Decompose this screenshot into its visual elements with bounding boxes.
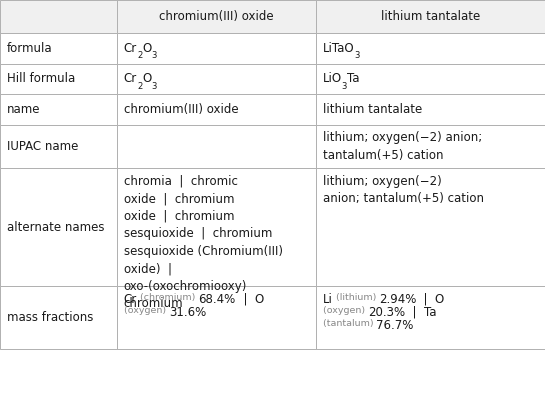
Bar [117,64,316,94]
Bar [316,286,545,349]
Text: 3: 3 [354,51,360,60]
Text: IUPAC name: IUPAC name [7,140,78,153]
Bar [117,94,316,125]
Bar [117,0,316,33]
Text: |  Ta: | Ta [405,306,437,319]
Text: |  O: | O [416,293,445,306]
Bar [0,33,117,64]
Text: O: O [142,72,152,86]
Bar [316,33,545,64]
Text: (oxygen): (oxygen) [124,306,169,315]
Text: (chromium): (chromium) [137,293,198,302]
Text: chromium(III) oxide: chromium(III) oxide [124,103,238,116]
Text: 2: 2 [137,82,142,91]
Bar [0,286,117,349]
Text: Cr: Cr [124,293,137,306]
Text: 3: 3 [152,51,157,60]
Bar [0,64,117,94]
Text: mass fractions: mass fractions [7,311,93,324]
Text: 68.4%: 68.4% [198,293,235,306]
Bar [117,168,316,286]
Text: formula: formula [7,42,52,55]
Text: 2: 2 [137,51,142,60]
Text: (lithium): (lithium) [332,293,379,302]
Text: Cr: Cr [124,72,137,86]
Bar [0,0,117,33]
Text: lithium tantalate: lithium tantalate [381,10,480,23]
Text: alternate names: alternate names [7,221,104,234]
Text: |  O: | O [235,293,264,306]
Text: 3: 3 [152,82,157,91]
Text: (tantalum): (tantalum) [323,319,376,328]
Text: (oxygen): (oxygen) [323,306,368,315]
Bar [0,168,117,286]
Text: Ta: Ta [347,72,360,86]
Text: LiO: LiO [323,72,342,86]
Bar [117,125,316,168]
Text: lithium; oxygen(−2)
anion; tantalum(+5) cation: lithium; oxygen(−2) anion; tantalum(+5) … [323,175,483,205]
Text: 31.6%: 31.6% [169,306,206,319]
Bar [316,94,545,125]
Text: chromia  |  chromic
oxide  |  chromium
oxide  |  chromium
sesquioxide  |  chromi: chromia | chromic oxide | chromium oxide… [124,175,283,310]
Text: lithium; oxygen(−2) anion;
tantalum(+5) cation: lithium; oxygen(−2) anion; tantalum(+5) … [323,131,482,162]
Text: Cr: Cr [124,42,137,55]
Text: chromium(III) oxide: chromium(III) oxide [159,10,274,23]
Text: LiTaO: LiTaO [323,42,354,55]
Text: 76.7%: 76.7% [376,319,414,332]
Bar [117,286,316,349]
Bar [316,0,545,33]
Bar [117,33,316,64]
Bar [0,94,117,125]
Text: Li: Li [323,293,332,306]
Bar [316,64,545,94]
Text: 3: 3 [342,82,347,91]
Text: O: O [142,42,152,55]
Bar [316,168,545,286]
Text: 20.3%: 20.3% [368,306,405,319]
Bar [316,125,545,168]
Text: name: name [7,103,40,116]
Text: 2.94%: 2.94% [379,293,416,306]
Bar [0,125,117,168]
Text: Hill formula: Hill formula [7,72,75,86]
Text: lithium tantalate: lithium tantalate [323,103,422,116]
